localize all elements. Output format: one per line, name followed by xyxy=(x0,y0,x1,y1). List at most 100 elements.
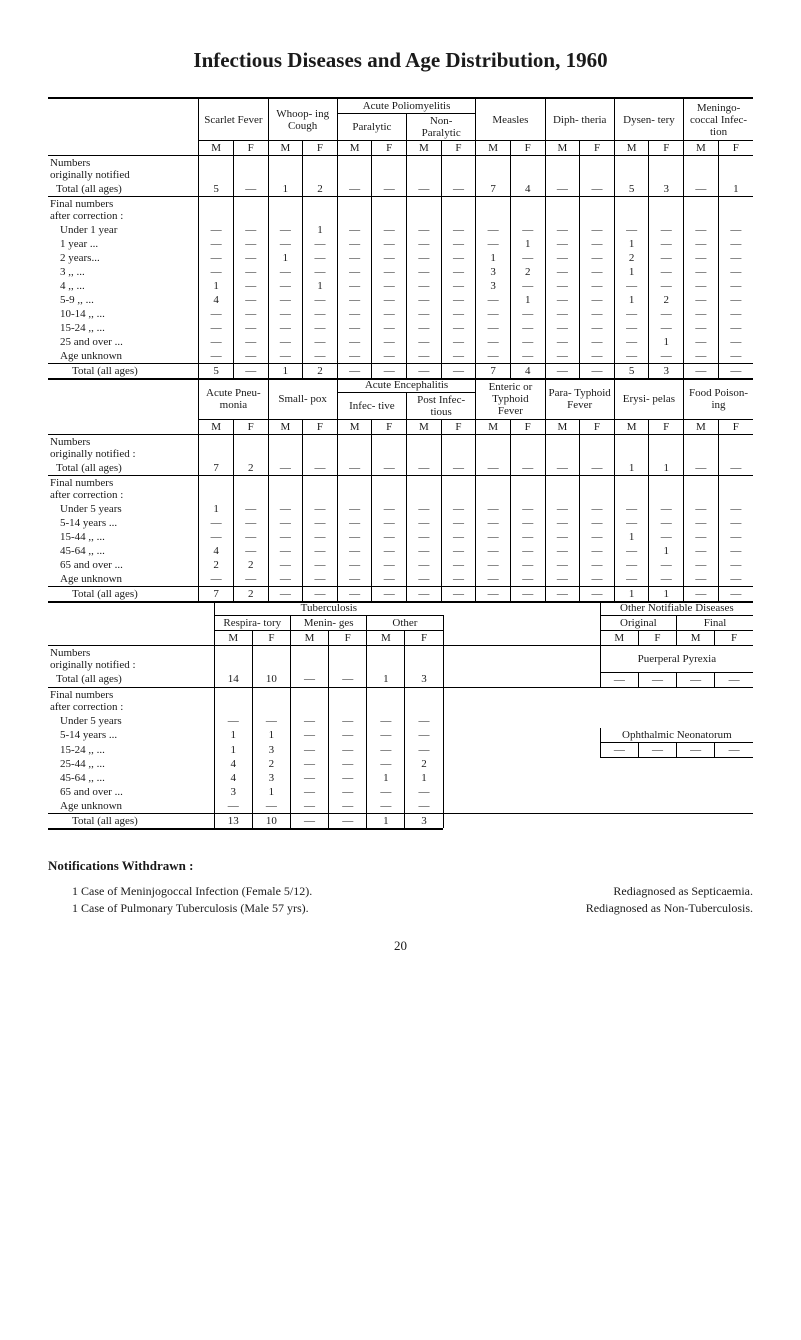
cell: — xyxy=(718,237,753,251)
cell: — xyxy=(441,265,476,279)
table-row-label: 45-64 ,, ... xyxy=(48,771,214,785)
cell: — xyxy=(407,307,442,321)
cell: — xyxy=(252,714,290,728)
cell: — xyxy=(684,279,719,293)
cell: 1 xyxy=(367,672,405,687)
cell: — xyxy=(199,572,234,587)
cell: — xyxy=(684,530,719,544)
cell: — xyxy=(372,544,407,558)
cell: — xyxy=(337,587,372,603)
cell: — xyxy=(545,587,580,603)
cell: — xyxy=(199,307,234,321)
col-menin: Menin- ges xyxy=(290,616,366,631)
cell: — xyxy=(199,349,234,364)
cell: — xyxy=(545,558,580,572)
cell: 1 xyxy=(214,742,252,757)
cell: 4 xyxy=(510,182,545,197)
cell: — xyxy=(510,461,545,476)
cell: — xyxy=(580,237,615,251)
t2-final-head: Final numbers after correction : xyxy=(48,476,199,503)
cell: — xyxy=(718,530,753,544)
cell: 1 xyxy=(614,587,649,603)
cell: — xyxy=(372,251,407,265)
cell: — xyxy=(684,237,719,251)
mf-f: F xyxy=(233,141,268,156)
col-food: Food Poison- ing xyxy=(684,378,753,420)
cell: 3 xyxy=(252,742,290,757)
cell: — xyxy=(268,265,303,279)
cell: — xyxy=(441,544,476,558)
cell: — xyxy=(649,251,684,265)
cell: — xyxy=(329,728,367,743)
cell: 1 xyxy=(510,237,545,251)
mf-m: M xyxy=(214,631,252,646)
cell: — xyxy=(684,572,719,587)
t1-orig-total: Total (all ages) xyxy=(48,182,199,197)
notifications-withdrawn: Notifications Withdrawn : 1 Case of Meni… xyxy=(48,858,753,916)
cell: 1 xyxy=(614,293,649,307)
mf-f: F xyxy=(649,141,684,156)
cell: — xyxy=(684,307,719,321)
cell: — xyxy=(545,223,580,237)
cell: 1 xyxy=(614,265,649,279)
table-row-label: 10-14 ,, ... xyxy=(48,307,199,321)
cell: — xyxy=(545,516,580,530)
cell: — xyxy=(337,530,372,544)
cell: — xyxy=(268,349,303,364)
cell: — xyxy=(718,335,753,349)
cell: — xyxy=(476,544,511,558)
cell: — xyxy=(600,672,638,687)
cell: — xyxy=(372,293,407,307)
cell: — xyxy=(718,544,753,558)
cell: — xyxy=(214,799,252,814)
cell: — xyxy=(684,544,719,558)
mf-m: M xyxy=(545,420,580,435)
cell: — xyxy=(649,502,684,516)
cell: — xyxy=(337,251,372,265)
cell: — xyxy=(290,771,328,785)
cell: — xyxy=(510,307,545,321)
cell: — xyxy=(290,814,328,830)
cell: — xyxy=(614,544,649,558)
cell: — xyxy=(718,223,753,237)
table-row-label: 65 and over ... xyxy=(48,558,199,572)
cell: — xyxy=(268,558,303,572)
cell: — xyxy=(337,364,372,380)
mf-m: M xyxy=(407,420,442,435)
cell: — xyxy=(476,587,511,603)
col-enteric: Enteric or Typhoid Fever xyxy=(476,378,545,420)
cell: — xyxy=(303,307,338,321)
cell: — xyxy=(268,530,303,544)
table-row-label: 5-14 years ... xyxy=(48,516,199,530)
cell: — xyxy=(372,558,407,572)
cell: — xyxy=(476,530,511,544)
table-row-label: 15-44 ,, ... xyxy=(48,530,199,544)
cell: — xyxy=(372,335,407,349)
cell: — xyxy=(233,335,268,349)
cell: — xyxy=(337,516,372,530)
cell: — xyxy=(367,728,405,743)
cell: — xyxy=(441,307,476,321)
cell: — xyxy=(638,672,676,687)
cell: — xyxy=(715,672,753,687)
table-row-label: 4 ,, ... xyxy=(48,279,199,293)
mf-f: F xyxy=(252,631,290,646)
cell: — xyxy=(337,265,372,279)
cell: — xyxy=(476,558,511,572)
cell: — xyxy=(337,558,372,572)
table-row-label: Age unknown xyxy=(48,572,199,587)
cell: — xyxy=(614,279,649,293)
cell: 2 xyxy=(614,251,649,265)
cell: 1 xyxy=(303,223,338,237)
cell: — xyxy=(303,530,338,544)
cell: — xyxy=(303,544,338,558)
cell: 1 xyxy=(367,814,405,830)
cell: — xyxy=(545,544,580,558)
cell: — xyxy=(718,558,753,572)
cell: — xyxy=(476,321,511,335)
col-spox: Small- pox xyxy=(268,378,337,420)
cell: — xyxy=(580,461,615,476)
cell: — xyxy=(545,502,580,516)
cell: — xyxy=(329,785,367,799)
cell: 7 xyxy=(476,364,511,380)
